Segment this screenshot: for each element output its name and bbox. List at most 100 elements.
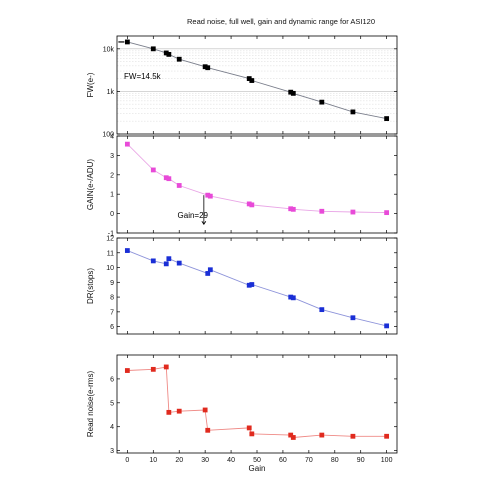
y-tick-label: 0 xyxy=(110,211,114,218)
data-point xyxy=(290,206,296,212)
y-tick-label: 6 xyxy=(110,376,114,383)
y-tick-label: 4 xyxy=(110,424,114,431)
data-point xyxy=(205,427,211,433)
data-point xyxy=(163,364,169,370)
x-tick-label: 20 xyxy=(175,457,183,464)
series-line xyxy=(127,366,387,438)
y-axis-title: FW(e-) xyxy=(86,72,95,97)
data-point xyxy=(205,271,211,276)
data-point xyxy=(350,433,356,439)
y-tick-label: 3 xyxy=(110,153,114,160)
data-point xyxy=(246,282,252,288)
figure-title: Read noise, full well, gain and dynamic … xyxy=(187,17,375,26)
data-point xyxy=(288,294,294,300)
data-point xyxy=(249,282,255,287)
data-point xyxy=(288,206,294,212)
y-axis-title: GAIN(e-/ADU) xyxy=(86,159,95,210)
x-tick-label: 10 xyxy=(149,457,157,464)
y-tick-label: 10k xyxy=(103,46,115,53)
y-tick-label: 1 xyxy=(110,192,114,199)
data-point xyxy=(384,433,390,439)
gridlines xyxy=(117,48,397,122)
y-tick-label: 8 xyxy=(110,295,114,302)
data-point xyxy=(166,409,172,415)
data-point xyxy=(207,267,213,273)
data-point xyxy=(290,435,296,440)
data-point xyxy=(150,366,156,372)
annotation-label: FW=14.5k xyxy=(124,72,162,81)
y-tick-label: 7 xyxy=(110,309,114,316)
data-point xyxy=(384,323,390,329)
data-point xyxy=(124,248,130,253)
x-tick-label: 40 xyxy=(227,457,235,464)
data-point xyxy=(163,50,169,56)
y-tick-label: 4 xyxy=(110,134,114,141)
data-point xyxy=(384,116,390,121)
data-point xyxy=(350,109,356,115)
data-point xyxy=(288,432,294,438)
data-point xyxy=(163,175,169,181)
y-tick-label: 1k xyxy=(107,89,115,96)
data-point xyxy=(166,256,172,262)
data-point xyxy=(124,39,130,45)
y-tick-label: 11 xyxy=(107,250,114,257)
data-point xyxy=(124,141,130,147)
gain-arrowhead-icon xyxy=(201,221,207,225)
data-point xyxy=(288,89,294,95)
x-tick-label: 100 xyxy=(381,457,393,464)
data-point xyxy=(207,193,213,199)
annotation-label: Gain=29 xyxy=(178,211,209,220)
data-point xyxy=(319,432,325,438)
data-point xyxy=(249,202,255,208)
x-tick-label: 50 xyxy=(253,457,261,464)
y-tick-label: 10 xyxy=(106,265,114,272)
y-tick-label: -1 xyxy=(108,231,114,238)
data-point xyxy=(246,425,252,431)
x-axis-title: Gain xyxy=(249,464,266,473)
panel-4: 0 10 20 30 40 50 60 70 80 90 100 3 4 5 6 Read noise(e-r… xyxy=(86,354,398,464)
data-point xyxy=(205,192,211,198)
data-point xyxy=(205,65,211,71)
x-tick-label: 60 xyxy=(279,457,287,464)
data-point xyxy=(150,258,156,264)
data-point xyxy=(246,76,252,81)
y-tick-label: 2 xyxy=(110,172,114,179)
y-axis-title: Read noise(e-rms) xyxy=(86,371,95,438)
data-point xyxy=(163,261,169,267)
x-tick-label: 30 xyxy=(201,457,209,464)
data-point xyxy=(249,431,255,437)
data-point xyxy=(290,90,296,96)
y-tick-label: 100 xyxy=(102,132,114,139)
data-point xyxy=(124,368,130,373)
y-tick-label: 9 xyxy=(110,280,114,287)
y-tick-label: 5 xyxy=(110,400,114,407)
data-point xyxy=(176,260,182,266)
data-point xyxy=(166,51,172,57)
data-point xyxy=(249,78,255,83)
data-point xyxy=(290,295,296,301)
y-tick-label: 6 xyxy=(110,324,114,331)
x-tick-label: 90 xyxy=(357,457,365,464)
data-point xyxy=(384,210,390,216)
data-point xyxy=(319,208,325,214)
panel-2: -1 0 1 2 3 4 GAIN(e-/ADU) Gain=29 xyxy=(86,134,398,238)
panel-3: 6 7 8 9 10 11 12 DR(stops) xyxy=(86,236,398,335)
x-tick-label: 80 xyxy=(331,457,339,464)
data-point xyxy=(319,99,325,105)
data-point xyxy=(176,408,182,414)
data-point xyxy=(350,315,356,321)
x-tick-label: 70 xyxy=(305,457,313,464)
data-point xyxy=(350,209,356,215)
data-point xyxy=(150,46,156,52)
panel-1: 100 1k 10k FW(e-) FW=14.5k xyxy=(86,35,398,139)
x-tick-label: 0 xyxy=(125,457,129,464)
data-point xyxy=(319,307,325,313)
data-point xyxy=(202,407,208,413)
data-point xyxy=(150,167,156,173)
y-axis-title: DR(stops) xyxy=(86,268,95,304)
data-point xyxy=(246,201,252,207)
y-tick-label: 12 xyxy=(106,236,114,243)
data-point xyxy=(166,176,172,182)
